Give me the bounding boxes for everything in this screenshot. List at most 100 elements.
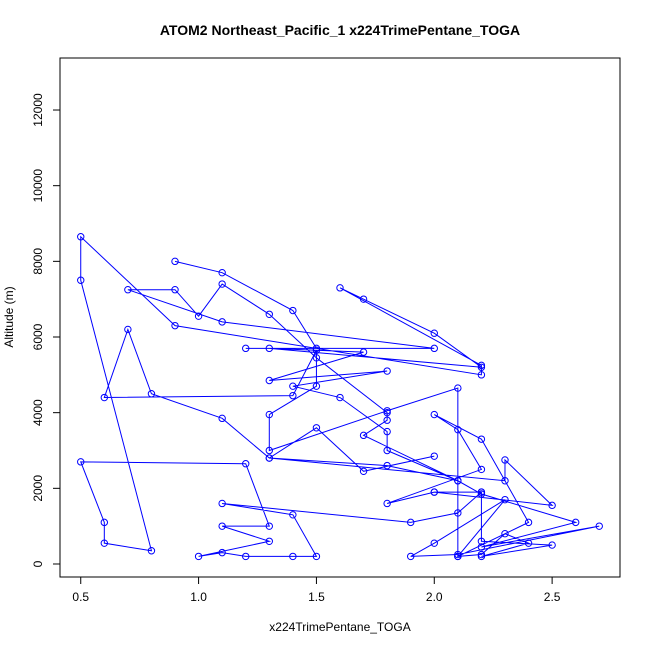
data-point: [242, 552, 250, 561]
data-point: [383, 461, 391, 470]
data-point: [265, 522, 273, 530]
data-point: [407, 518, 415, 527]
data-point: [454, 509, 462, 517]
data-point: [218, 414, 226, 423]
data-point: [454, 384, 462, 392]
x-tick-label: 2.0: [426, 590, 443, 604]
data-point: [477, 550, 486, 559]
data-point: [77, 233, 85, 241]
data-point: [383, 499, 391, 508]
data-point: [548, 541, 556, 549]
data-point: [77, 276, 85, 284]
data-point: [265, 376, 273, 385]
data-point: [571, 518, 580, 527]
data-point: [383, 416, 391, 424]
data-point: [477, 465, 486, 474]
data-point: [171, 257, 179, 266]
data-point: [218, 268, 226, 277]
y-tick-label: 12000: [31, 93, 45, 127]
data-point: [477, 361, 486, 370]
data-point: [147, 390, 156, 398]
data-point: [265, 344, 273, 353]
data-point: [218, 280, 226, 288]
data-point: [100, 539, 109, 547]
data-point: [477, 543, 486, 551]
data-point: [265, 537, 273, 545]
data-point: [477, 371, 486, 379]
data-point: [289, 306, 297, 315]
data-point: [430, 488, 438, 496]
data-point: [312, 382, 321, 390]
x-tick-label: 1.5: [308, 590, 325, 604]
data-point: [265, 310, 273, 319]
data-point: [312, 424, 321, 432]
data-point: [100, 518, 109, 527]
data-point: [218, 499, 226, 508]
data-point: [454, 425, 462, 434]
data-point: [383, 367, 391, 375]
data-point: [289, 382, 297, 390]
data-point: [312, 346, 321, 354]
data-point: [477, 490, 486, 498]
chart-title: ATOM2 Northeast_Pacific_1 x224TrimePenta…: [160, 22, 520, 38]
data-point: [336, 393, 344, 402]
data-point: [477, 435, 486, 443]
data-point: [265, 410, 273, 419]
y-tick-label: 6000: [31, 323, 45, 350]
data-point: [454, 477, 462, 485]
data-point: [171, 286, 179, 294]
data-point: [100, 393, 109, 402]
x-axis-label: x224TrimePentane_TOGA: [269, 620, 410, 634]
data-point: [124, 286, 132, 294]
data-point: [477, 363, 486, 371]
data-point: [477, 552, 486, 561]
y-tick-label: 10000: [31, 169, 45, 203]
data-point: [501, 495, 509, 504]
data-point: [548, 501, 556, 510]
data-point: [501, 456, 509, 464]
data-point: [147, 547, 156, 555]
data-point: [524, 518, 533, 527]
data-point: [359, 295, 368, 303]
data-point: [383, 446, 391, 455]
data-point: [124, 325, 132, 334]
y-tick-label: 2000: [31, 475, 45, 502]
data-point: [477, 488, 486, 496]
plot-box: [59, 57, 621, 578]
data-point: [77, 458, 85, 466]
data-point: [383, 408, 391, 417]
data-point: [359, 431, 368, 440]
x-tick-label: 1.0: [190, 590, 207, 604]
data-point: [383, 427, 391, 436]
data-point: [289, 552, 297, 561]
data-point: [383, 407, 391, 415]
data-point: [218, 318, 226, 326]
y-tick-label: 8000: [31, 248, 45, 275]
x-tick-label: 0.5: [72, 590, 89, 604]
x-tick-label: 2.5: [544, 590, 561, 604]
data-point: [194, 552, 203, 561]
data-point: [359, 467, 368, 476]
data-point: [312, 552, 321, 561]
data-point: [194, 312, 203, 320]
data-point: [312, 344, 321, 353]
data-point: [501, 477, 509, 485]
data-point: [289, 511, 297, 519]
data-point: [524, 539, 533, 547]
data-point: [407, 552, 415, 561]
data-point: [501, 530, 509, 538]
data-point: [218, 548, 226, 557]
data-point: [430, 329, 438, 337]
y-tick-label: 4000: [31, 399, 45, 426]
data-point: [454, 550, 462, 559]
data-point: [171, 321, 179, 330]
data-line: [80, 235, 600, 558]
data-point: [242, 344, 250, 353]
data-point: [359, 348, 368, 356]
data-point: [218, 522, 226, 530]
data-point: [265, 454, 273, 462]
data-point: [430, 410, 438, 419]
data-point: [336, 284, 344, 292]
